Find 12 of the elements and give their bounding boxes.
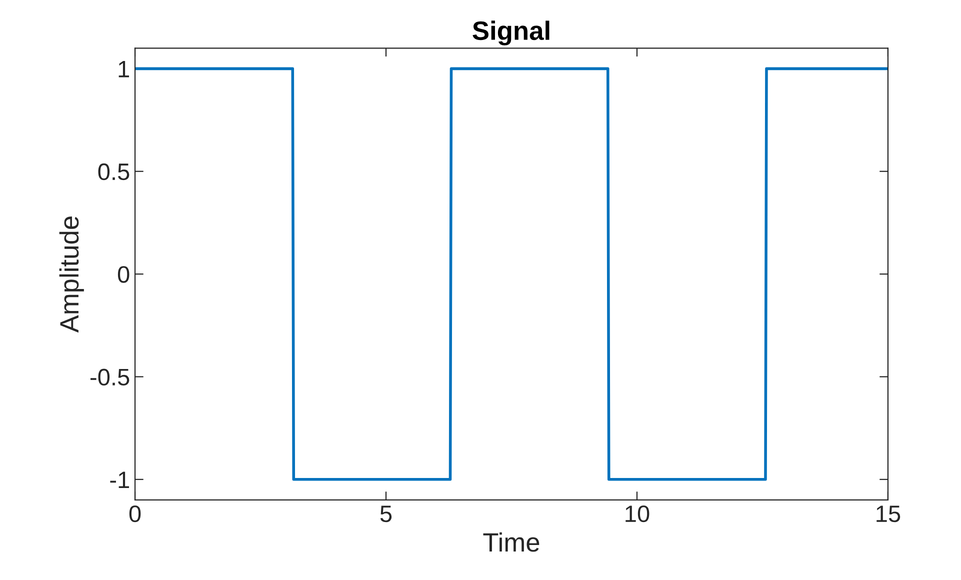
y-tick-label: 0.5: [98, 163, 130, 180]
x-tick-label: 0: [129, 505, 141, 522]
x-tick-label: 10: [626, 505, 650, 522]
y-tick-label: -0.5: [90, 368, 130, 386]
x-axis-title: Time: [483, 532, 540, 552]
x-tick-label: 5: [380, 506, 392, 522]
y-tick-label: 0: [118, 266, 130, 283]
y-axis-title: Amplitude: [59, 216, 84, 333]
y-tick-label: 1: [118, 60, 130, 78]
y-tick-label: -1: [110, 472, 130, 488]
chart-title: Signal: [472, 20, 550, 46]
x-tick-label: 15: [876, 506, 900, 522]
